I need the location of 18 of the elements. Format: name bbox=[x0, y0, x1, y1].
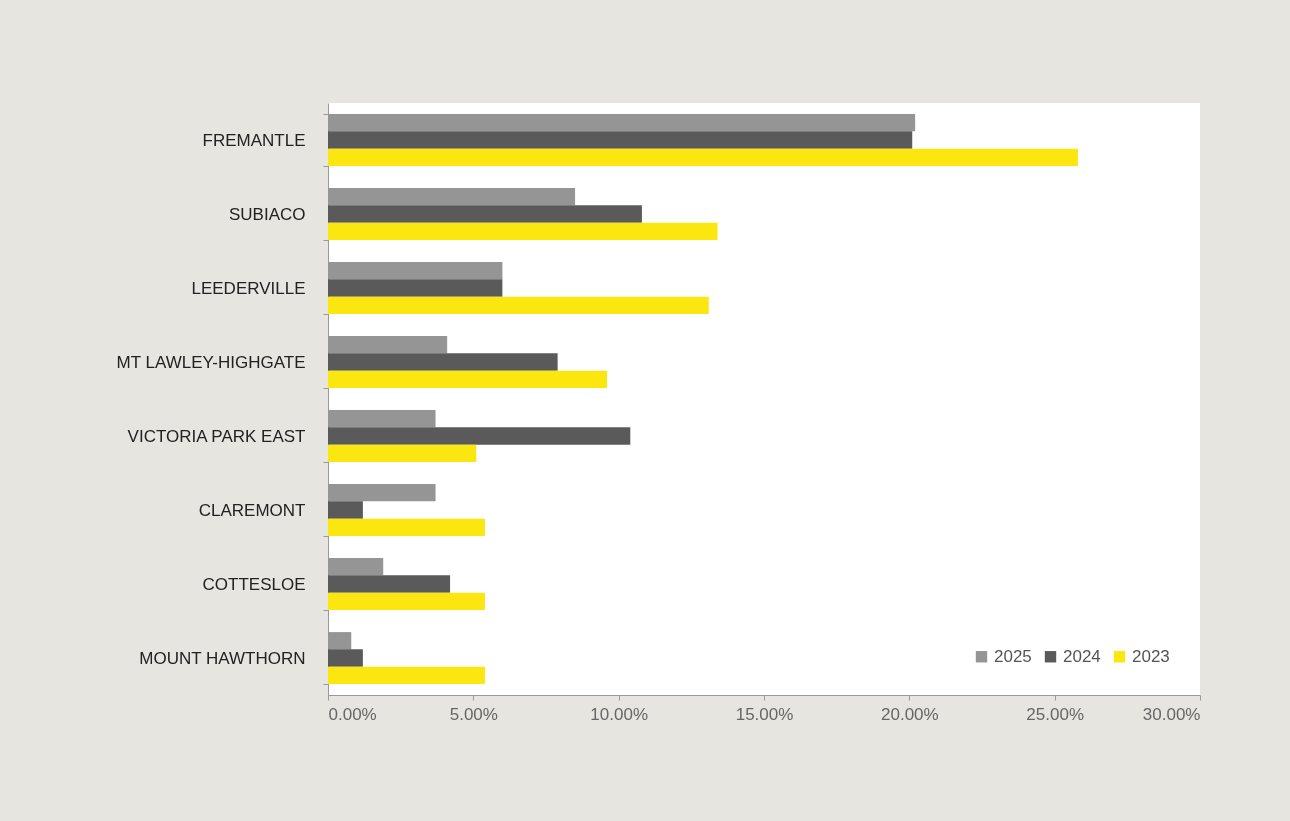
y-tick-label: FREMANTLE bbox=[202, 130, 306, 150]
x-tick-label: 5.00% bbox=[449, 704, 498, 724]
y-tick-label: LEEDERVILLE bbox=[191, 278, 306, 298]
y-tick-label: MT LAWLEY-HIGHGATE bbox=[116, 352, 306, 372]
y-tick-label: SUBIACO bbox=[228, 204, 306, 224]
x-tick-label: 25.00% bbox=[1026, 704, 1084, 724]
y-tick-label: VICTORIA PARK EAST bbox=[127, 426, 306, 446]
x-tick-label: 0.00% bbox=[328, 704, 377, 724]
y-tick-label: COTTESLOE bbox=[202, 574, 306, 594]
x-tick-label: 30.00% bbox=[1142, 704, 1201, 724]
legend-label: 2023 bbox=[1132, 646, 1170, 666]
y-tick-label: CLAREMONT bbox=[198, 500, 306, 520]
x-tick-label: 20.00% bbox=[881, 704, 939, 724]
legend-label: 2024 bbox=[1063, 646, 1101, 666]
x-tick-label: 10.00% bbox=[590, 704, 648, 724]
legend-label: 2025 bbox=[994, 646, 1032, 666]
y-tick-label: MOUNT HAWTHORN bbox=[139, 648, 306, 668]
x-tick-label: 15.00% bbox=[735, 704, 794, 724]
